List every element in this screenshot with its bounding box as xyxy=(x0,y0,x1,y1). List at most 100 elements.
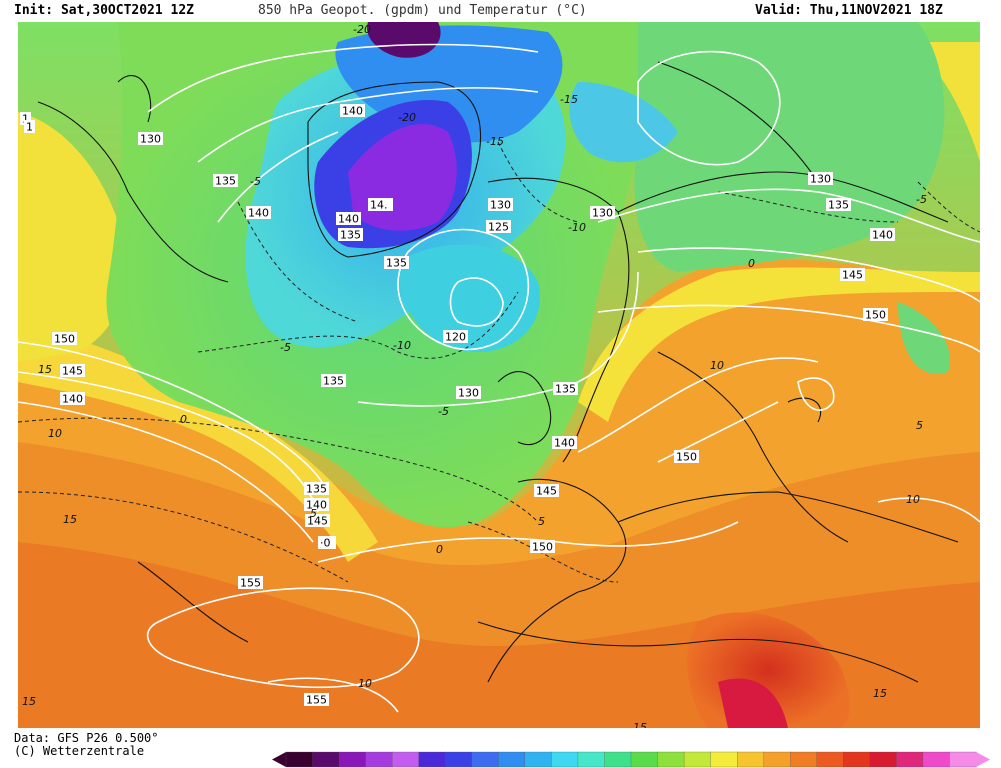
svg-text:130: 130 xyxy=(592,207,613,220)
svg-text:150: 150 xyxy=(54,333,75,346)
svg-text:140: 140 xyxy=(872,229,893,242)
isohypse-label: 145 xyxy=(305,514,330,528)
scale-swatch xyxy=(471,751,499,768)
scale-swatch xyxy=(312,751,340,768)
isotherm-label: -10 xyxy=(393,339,411,352)
isohypse-label: 150 xyxy=(530,540,555,554)
svg-text:135: 135 xyxy=(215,175,236,188)
isotherm-label: 10 xyxy=(48,427,62,440)
svg-text:135: 135 xyxy=(323,375,344,388)
isohypse-label: 145 xyxy=(840,268,865,282)
svg-text:135: 135 xyxy=(386,257,407,270)
scale-swatch xyxy=(285,751,314,768)
svg-text:145: 145 xyxy=(536,485,557,498)
isohypse-label: 120 xyxy=(443,330,468,344)
isotherm-labels: -20-15-15-10-10-5-5-5-500055510101010151… xyxy=(22,23,927,728)
isohypse-label: 140 xyxy=(870,228,895,242)
isotherm-label: 0 xyxy=(180,413,187,426)
isotherm-label: 0 xyxy=(436,543,443,556)
scale-swatch xyxy=(896,751,924,768)
isotherm-label: 15 xyxy=(22,695,36,708)
isohypse-label: 140 xyxy=(304,498,329,512)
svg-text:140: 140 xyxy=(306,499,327,512)
isohypse-label: 135 xyxy=(213,174,238,188)
isotherm-label: -5 xyxy=(916,193,927,206)
svg-text:130: 130 xyxy=(810,173,831,186)
isotherm-label: 5 xyxy=(538,515,545,528)
isotherm-label: 15 xyxy=(38,363,52,376)
svg-text:130: 130 xyxy=(140,133,161,146)
data-source: Data: GFS P26 0.500° xyxy=(14,731,159,745)
isohypse-label: 1 xyxy=(20,112,31,126)
color-scale xyxy=(272,751,990,768)
map-header: Init: Sat,30OCT2021 12Z 850 hPa Geopot. … xyxy=(0,0,1001,22)
isohypse-label: 135 xyxy=(826,198,851,212)
isotherm-label: -20 xyxy=(353,23,371,36)
scale-swatch xyxy=(657,751,685,768)
scale-swatch xyxy=(710,751,738,768)
scale-swatch xyxy=(418,751,446,768)
isotherm-label: -5 xyxy=(438,405,449,418)
isohypse-label: 135 xyxy=(384,256,409,270)
scale-swatch xyxy=(392,751,420,768)
svg-text:155: 155 xyxy=(306,694,327,707)
svg-text:·0: ·0 xyxy=(320,537,331,550)
svg-text:135: 135 xyxy=(306,483,327,496)
svg-text:1: 1 xyxy=(26,121,33,134)
svg-text:145: 145 xyxy=(62,365,83,378)
svg-text:120: 120 xyxy=(445,331,466,344)
isotherm-lines xyxy=(18,141,980,583)
isotherm-label: -15 xyxy=(486,135,504,148)
scale-swatch xyxy=(498,751,526,768)
init-time: Init: Sat,30OCT2021 12Z xyxy=(14,3,195,18)
isotherm-label: 5 xyxy=(310,507,317,520)
svg-text:135: 135 xyxy=(340,229,361,242)
scale-swatch xyxy=(604,751,632,768)
isotherm-label: -5 xyxy=(250,175,261,188)
scale-arrow-left xyxy=(272,752,286,767)
scale-swatch xyxy=(790,751,818,768)
svg-text:14.: 14. xyxy=(370,199,388,212)
map-title: 850 hPa Geopot. (gpdm) und Temperatur (°… xyxy=(258,3,587,18)
isohypse-label: 135 xyxy=(338,228,363,242)
isohypse-label: 150 xyxy=(674,450,699,464)
svg-text:1: 1 xyxy=(22,113,29,126)
temperature-field xyxy=(18,22,980,728)
svg-text:140: 140 xyxy=(554,437,575,450)
svg-text:135: 135 xyxy=(828,199,849,212)
isohypse-label: 125 xyxy=(486,220,511,234)
scale-swatch xyxy=(737,751,765,768)
isohypse-label: ·0 xyxy=(318,536,336,550)
svg-text:140: 140 xyxy=(342,105,363,118)
scale-swatch xyxy=(816,751,844,768)
weather-map: 130 135 140 140 135 14. 140 135 130 125 130 130 135 1… xyxy=(18,22,980,728)
scale-swatch xyxy=(551,751,579,768)
isohypse-label: 1 xyxy=(24,120,35,134)
svg-text:140: 140 xyxy=(248,207,269,220)
scale-swatch xyxy=(630,751,659,768)
isotherm-label: -10 xyxy=(568,221,586,234)
isohypse-label: 150 xyxy=(52,332,77,346)
isohypse-label: 140 xyxy=(552,436,577,450)
map-footer: Data: GFS P26 0.500° (C) Wetterzentrale xyxy=(14,732,159,758)
isohypse-label: 130 xyxy=(456,386,481,400)
isohypse-label: 150 xyxy=(863,308,888,322)
isohypse-label: 130 xyxy=(808,172,833,186)
isohypse-label: 155 xyxy=(238,576,263,590)
isohypse-label: 135 xyxy=(553,382,578,396)
scale-swatch xyxy=(683,751,712,768)
isohypse-label: 140 xyxy=(340,104,365,118)
scale-swatch xyxy=(763,751,791,768)
isohypse-label: 130 xyxy=(138,132,163,146)
isohypse-label: 140 xyxy=(336,212,361,226)
svg-text:150: 150 xyxy=(865,309,886,322)
isotherm-label: 10 xyxy=(358,677,372,690)
scale-swatch xyxy=(524,751,553,768)
isohypse-label: 135 xyxy=(304,482,329,496)
isohypse-label: 155 xyxy=(304,693,329,707)
svg-text:135: 135 xyxy=(555,383,576,396)
svg-text:145: 145 xyxy=(307,515,328,528)
isotherm-label: 10 xyxy=(710,359,724,372)
scale-swatch xyxy=(445,751,473,768)
scale-arrow-right xyxy=(976,752,990,767)
